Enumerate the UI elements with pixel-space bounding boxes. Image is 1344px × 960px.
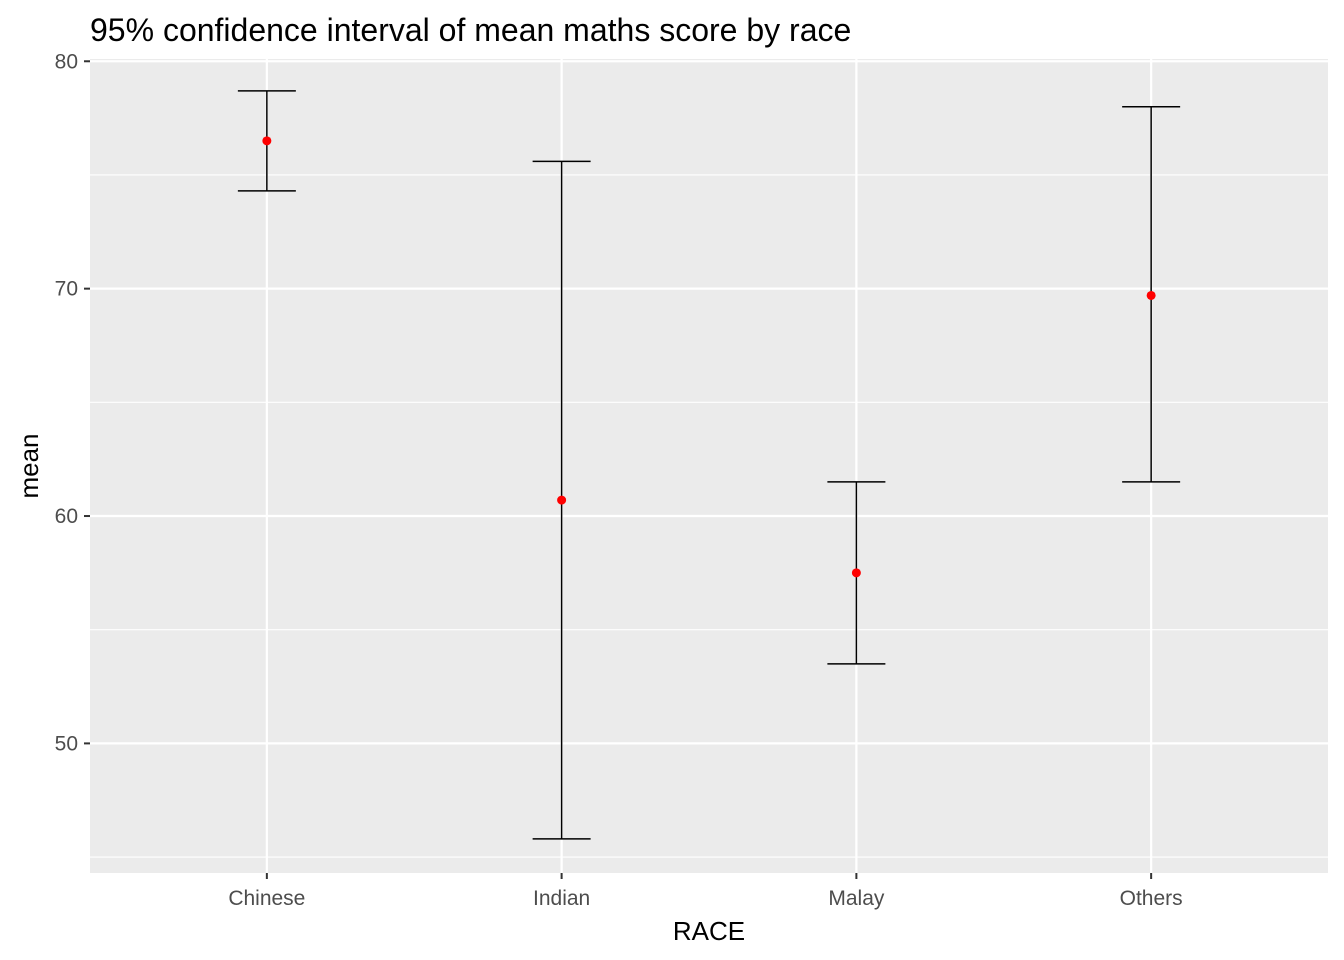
mean-point-malay bbox=[851, 568, 861, 578]
mean-point-others bbox=[1146, 290, 1156, 300]
y-tick-label: 70 bbox=[55, 278, 78, 301]
chart-title: 95% confidence interval of mean maths sc… bbox=[90, 12, 851, 48]
x-axis-title: RACE bbox=[673, 916, 745, 946]
minor-gridlines bbox=[90, 174, 1328, 858]
plot-panel bbox=[90, 59, 1328, 873]
x-tick-label: Chinese bbox=[228, 887, 305, 910]
y-tick-label: 80 bbox=[55, 50, 78, 73]
x-tick-label: Malay bbox=[828, 887, 885, 910]
mean-point-chinese bbox=[262, 136, 272, 146]
x-tick-label: Indian bbox=[533, 887, 590, 910]
y-axis: 50 60 70 80 bbox=[55, 50, 90, 755]
x-axis: Chinese Indian Malay Others bbox=[228, 873, 1183, 910]
y-tick-label: 50 bbox=[55, 732, 78, 755]
mean-points bbox=[262, 136, 1156, 578]
x-tick-label: Others bbox=[1120, 887, 1183, 910]
y-axis-title: mean bbox=[14, 433, 44, 498]
mean-point-indian bbox=[557, 495, 567, 505]
y-tick-label: 60 bbox=[55, 505, 78, 528]
